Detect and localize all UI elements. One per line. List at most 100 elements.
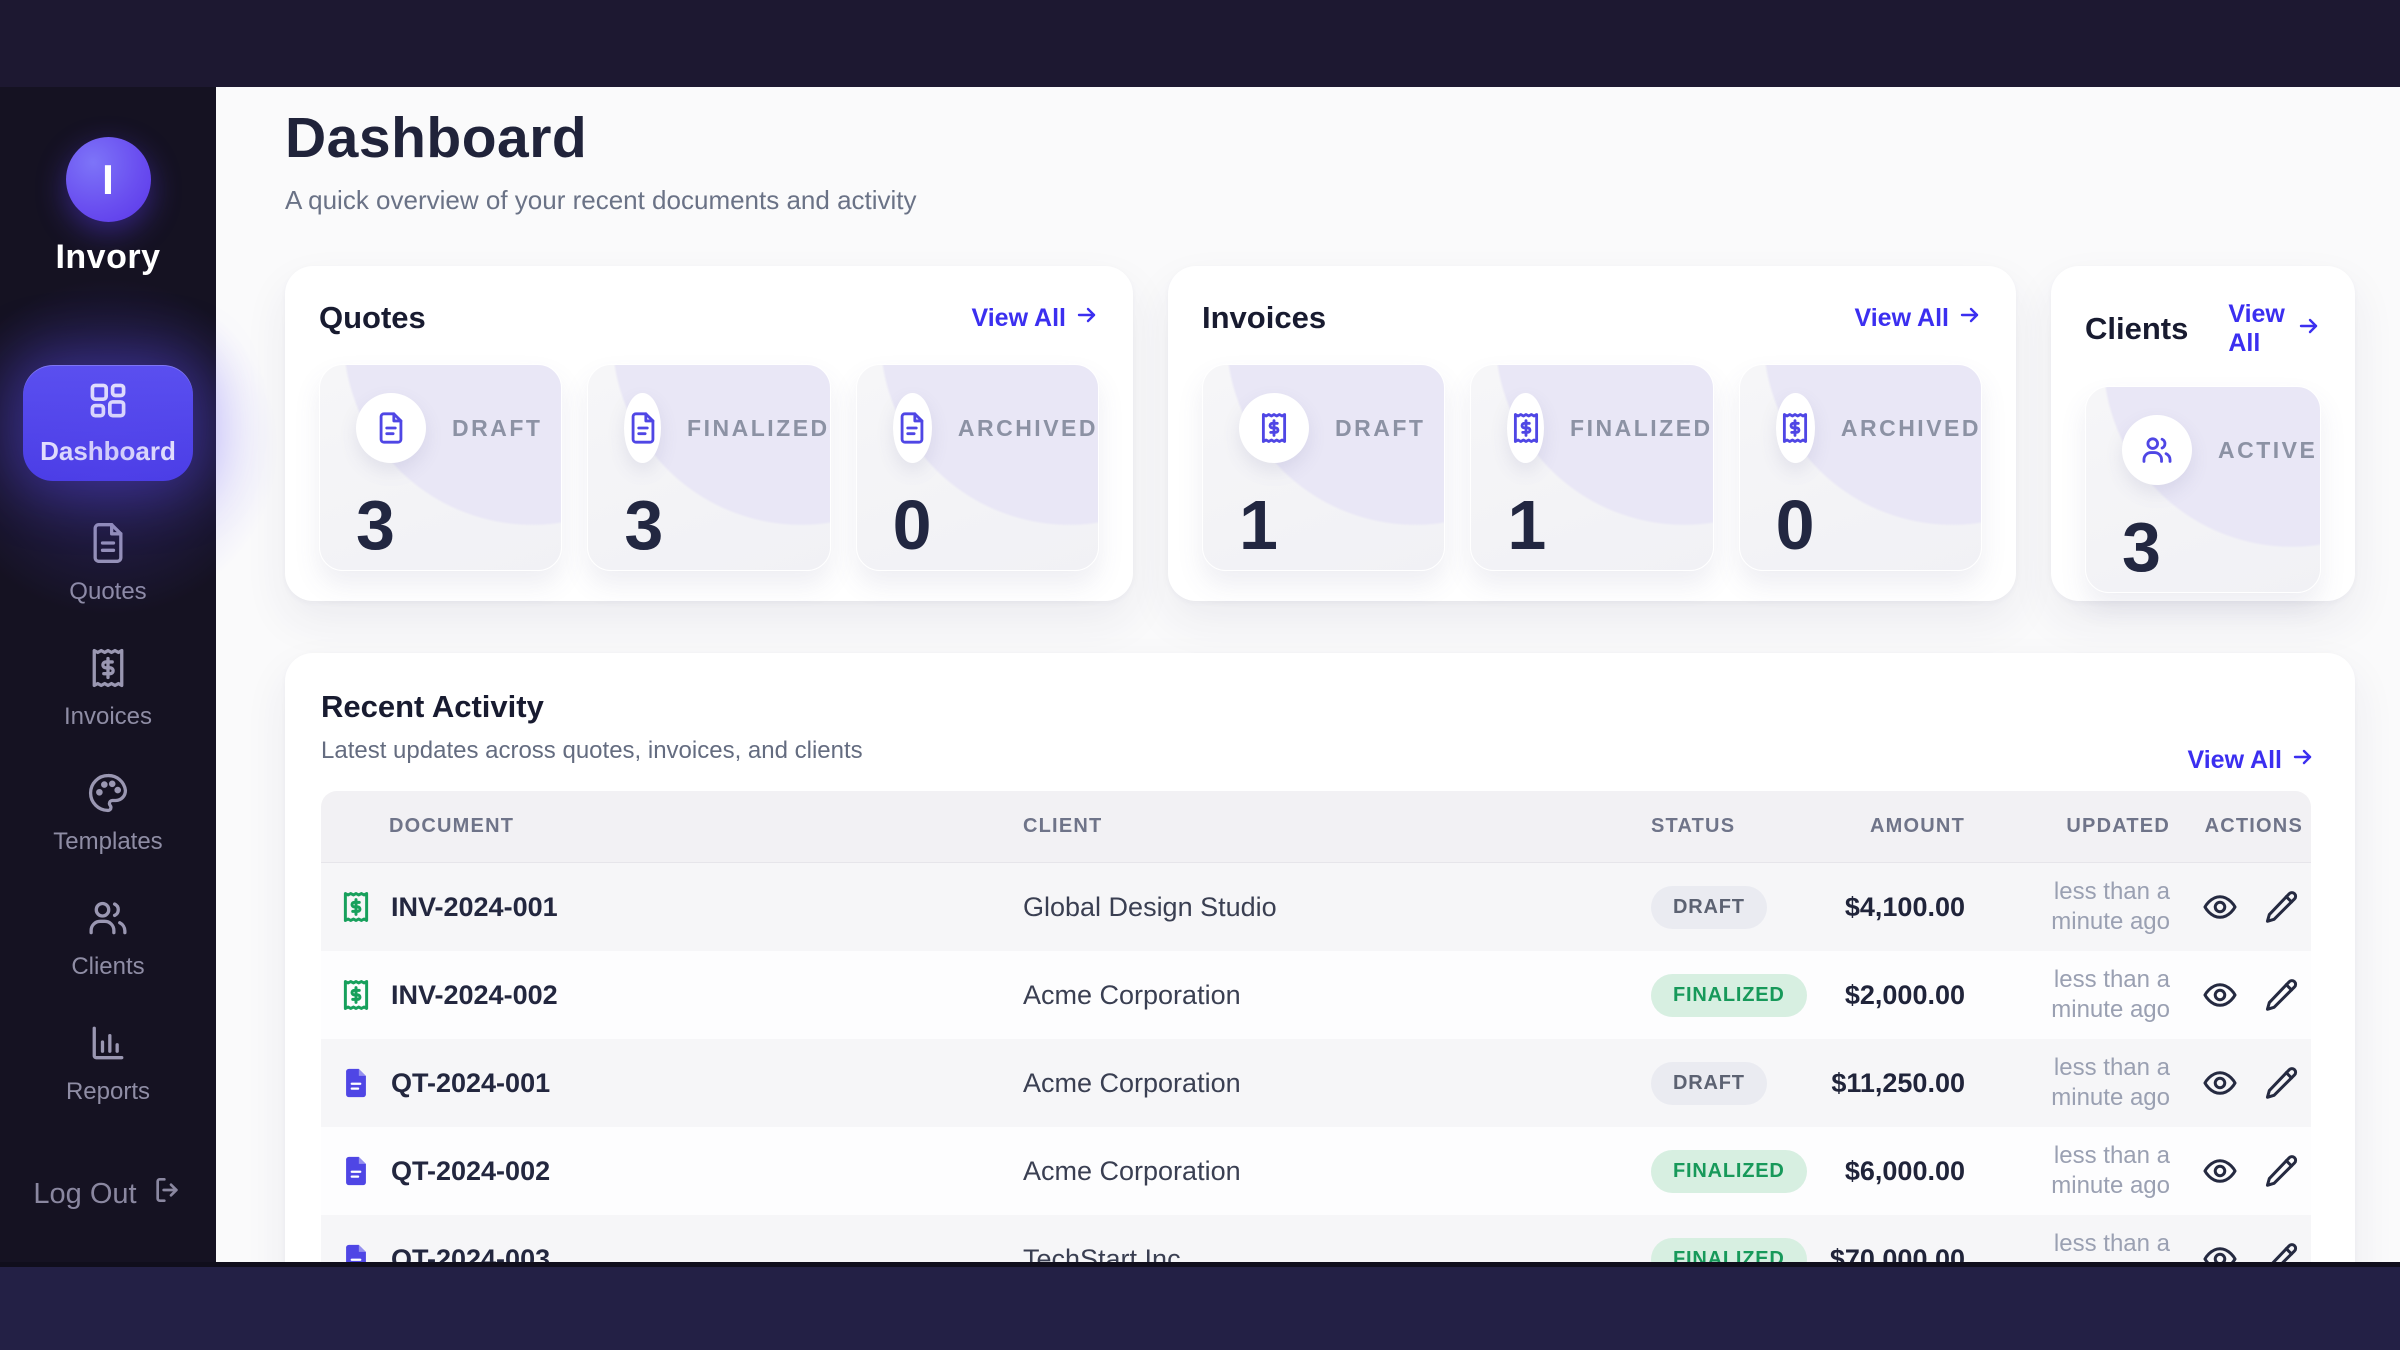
- column-header-actions: ACTIONS: [2204, 815, 2303, 837]
- sidebar-item-label: Clients: [71, 953, 145, 980]
- document-icon: [624, 393, 662, 463]
- stat-tile-invoices-finalized: FINALIZED 1: [1470, 364, 1714, 571]
- sidebar-item-label: Dashboard: [40, 436, 176, 466]
- top-dark-band: [0, 0, 2400, 87]
- column-header-status: STATUS: [1651, 815, 1736, 837]
- stat-label: FINALIZED: [687, 414, 830, 441]
- document-icon: [86, 521, 130, 570]
- stat-value: 0: [1775, 486, 1815, 564]
- column-header-updated: UPDATED: [2066, 815, 2170, 837]
- stat-value: 3: [624, 486, 664, 564]
- column-header-client: CLIENT: [1023, 815, 1103, 837]
- sidebar-item-invoices[interactable]: Invoices: [23, 646, 193, 731]
- summary-cards-row: Quotes View All DRAFT: [285, 266, 2355, 601]
- sidebar-item-reports[interactable]: Reports: [23, 1021, 193, 1106]
- stat-tile-invoices-draft: DRAFT 1: [1202, 364, 1446, 571]
- logout-button[interactable]: Log Out: [0, 1174, 216, 1214]
- table-row[interactable]: INV-2024-001 Global Design Studio DRAFT …: [321, 863, 2311, 951]
- recent-activity-subtitle: Latest updates across quotes, invoices, …: [321, 737, 863, 764]
- users-icon: [2122, 415, 2192, 485]
- sidebar-item-label: Invoices: [63, 703, 153, 730]
- stat-label: DRAFT: [1335, 414, 1426, 441]
- receipt-dollar-icon: [1775, 393, 1815, 463]
- stat-tile-clients-active: ACTIVE 3: [2085, 386, 2321, 593]
- document-id: INV-2024-002: [391, 979, 558, 1010]
- updated-timestamp: less than a minute ago: [2051, 1142, 2170, 1199]
- stat-value: 1: [1239, 486, 1278, 564]
- view-eye-button[interactable]: [2201, 1152, 2239, 1190]
- recent-activity-card: Recent Activity Latest updates across qu…: [285, 653, 2355, 1350]
- view-all-label: View All: [971, 303, 1066, 332]
- view-eye-button[interactable]: [2201, 1064, 2239, 1102]
- invoices-summary-card: Invoices View All DRAF: [1168, 266, 2016, 601]
- status-badge: DRAFT: [1651, 1061, 1767, 1105]
- edit-pencil-button[interactable]: [2263, 888, 2301, 926]
- document-icon: [356, 393, 426, 463]
- document-id: QT-2024-002: [391, 1155, 551, 1186]
- client-name: Global Design Studio: [1023, 891, 1277, 922]
- stat-label: FINALIZED: [1570, 414, 1713, 441]
- status-badge: DRAFT: [1651, 885, 1767, 929]
- stat-tile-quotes-archived: ARCHIVED 0: [855, 364, 1099, 571]
- arrow-right-icon: [2291, 745, 2315, 776]
- bottom-dark-band: [0, 1262, 2400, 1350]
- stat-tile-quotes-draft: DRAFT 3: [319, 364, 563, 571]
- quotes-card-title: Quotes: [319, 300, 426, 335]
- logout-label: Log Out: [33, 1177, 137, 1210]
- quote-document-icon: [339, 1154, 373, 1188]
- logout-icon: [151, 1174, 183, 1214]
- view-eye-button[interactable]: [2201, 888, 2239, 926]
- view-eye-button[interactable]: [2201, 976, 2239, 1014]
- stat-tile-quotes-finalized: FINALIZED 3: [587, 364, 831, 571]
- view-all-label: View All: [1854, 303, 1949, 332]
- main-content: Dashboard A quick overview of your recen…: [216, 87, 2400, 1350]
- document-id: QT-2024-001: [391, 1067, 551, 1098]
- palette-icon: [86, 771, 130, 820]
- invoice-icon: [339, 890, 373, 924]
- invoices-card-title: Invoices: [1202, 300, 1327, 335]
- sidebar-nav: Dashboard Quotes Invoices: [0, 365, 216, 1106]
- invoice-icon: [339, 978, 373, 1012]
- stat-tile-invoices-archived: ARCHIVED 0: [1738, 364, 1982, 571]
- document-icon: [892, 393, 932, 463]
- table-row[interactable]: INV-2024-002 Acme Corporation FINALIZED …: [321, 951, 2311, 1039]
- updated-timestamp: less than a minute ago: [2051, 966, 2170, 1023]
- sidebar: I Invory Dashboard Quotes: [0, 87, 280, 1350]
- sidebar-item-templates[interactable]: Templates: [23, 771, 193, 856]
- updated-timestamp: less than a minute ago: [2051, 878, 2170, 935]
- clients-card-title: Clients: [2085, 311, 2189, 346]
- page-subtitle: A quick overview of your recent document…: [285, 185, 917, 215]
- edit-pencil-button[interactable]: [2263, 1152, 2301, 1190]
- client-name: Acme Corporation: [1023, 1155, 1241, 1186]
- view-all-label: View All: [2187, 746, 2282, 774]
- stat-value: 3: [2122, 508, 2161, 586]
- amount-value: $4,100.00: [1844, 891, 1965, 922]
- sidebar-item-clients[interactable]: Clients: [23, 896, 193, 981]
- sidebar-item-label: Quotes: [69, 578, 147, 605]
- table-row[interactable]: QT-2024-001 Acme Corporation DRAFT $11,2…: [321, 1039, 2311, 1127]
- activity-view-all-link[interactable]: View All: [2188, 745, 2315, 776]
- page-title: Dashboard: [285, 106, 588, 170]
- stat-value: 1: [1507, 486, 1547, 564]
- receipt-dollar-icon: [1507, 393, 1545, 463]
- updated-timestamp: less than a minute ago: [2051, 1054, 2170, 1111]
- invoices-view-all-link[interactable]: View All: [1855, 303, 1982, 334]
- stat-label: ACTIVE: [2218, 436, 2318, 463]
- table-row[interactable]: QT-2024-002 Acme Corporation FINALIZED $…: [321, 1127, 2311, 1215]
- clients-summary-card: Clients View All ACTIV: [2051, 266, 2355, 601]
- brand-initial: I: [102, 155, 114, 203]
- sidebar-item-quotes[interactable]: Quotes: [23, 521, 193, 606]
- column-header-amount: AMOUNT: [1870, 815, 1965, 837]
- sidebar-item-label: Templates: [53, 828, 163, 855]
- edit-pencil-button[interactable]: [2263, 1064, 2301, 1102]
- stat-value: 0: [892, 486, 932, 564]
- clients-view-all-link[interactable]: View All: [2228, 300, 2321, 358]
- view-all-label: View All: [2228, 300, 2285, 357]
- quotes-view-all-link[interactable]: View All: [972, 303, 1099, 334]
- sidebar-item-dashboard[interactable]: Dashboard: [23, 365, 193, 481]
- amount-value: $2,000.00: [1844, 979, 1965, 1010]
- receipt-dollar-icon: [1239, 393, 1309, 463]
- table-header-row: DOCUMENT CLIENT STATUS AMOUNT UPDATED AC…: [321, 791, 2311, 863]
- edit-pencil-button[interactable]: [2263, 976, 2301, 1014]
